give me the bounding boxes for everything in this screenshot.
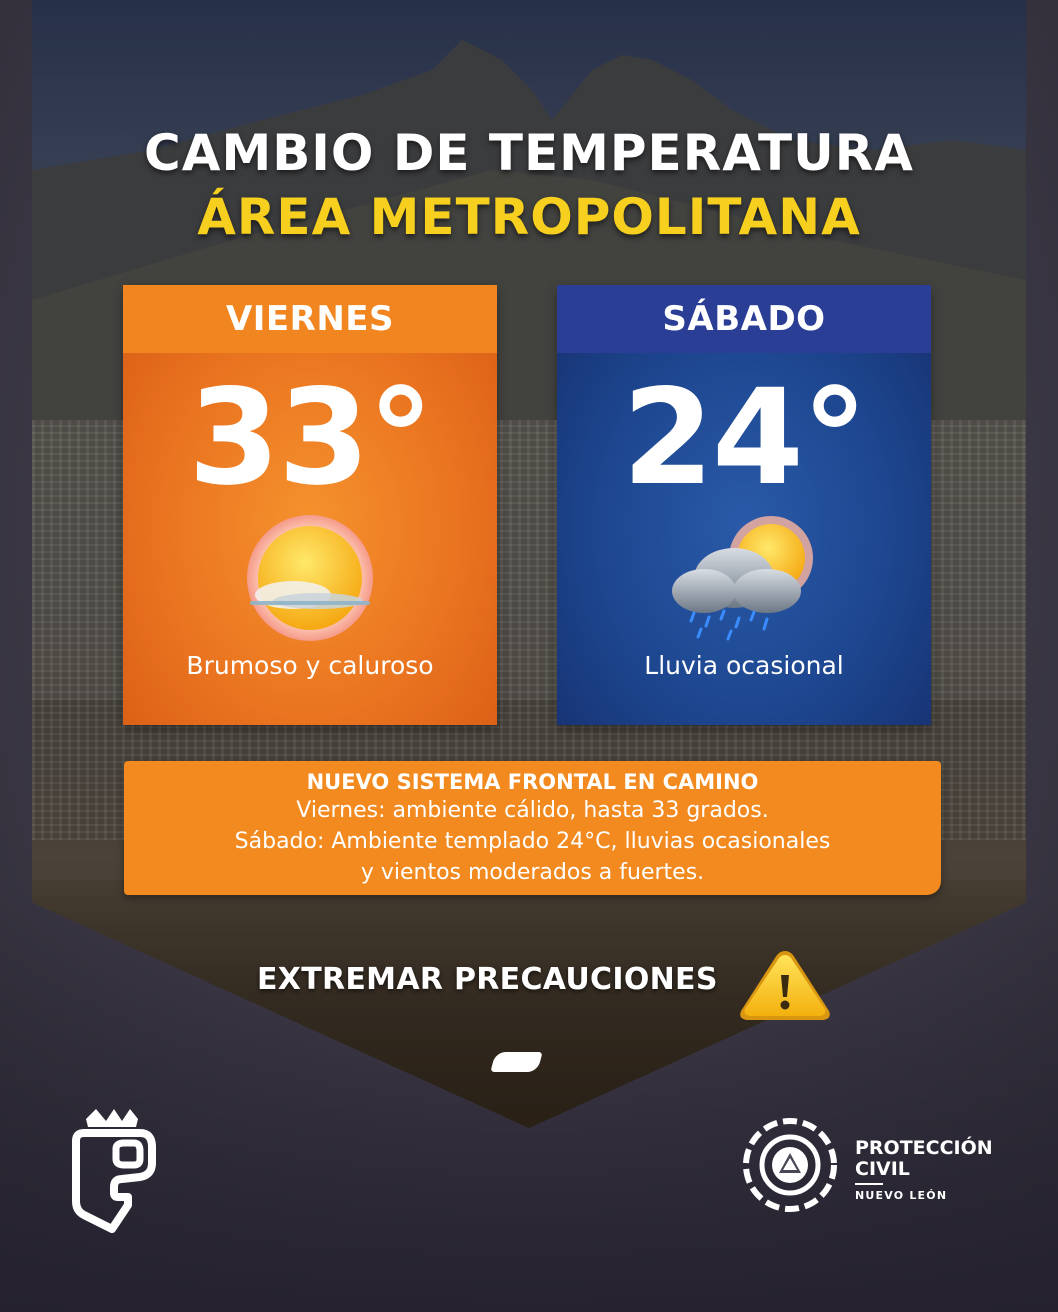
notice-line-3: y vientos moderados a fuertes. <box>360 860 705 885</box>
card-temperature: 24° <box>622 361 868 515</box>
card-temperature: 33° <box>188 361 434 515</box>
title-line-1: CAMBIO DE TEMPERATURA <box>144 124 914 182</box>
proteccion-civil-seal-logo <box>743 1118 837 1212</box>
forecast-card-saturday: SÁBADO 24° Lluvia ocasion <box>557 285 931 725</box>
precaution-text: EXTREMAR PRECAUCIONES <box>257 962 718 997</box>
org-name-line-2: CIVIL <box>855 1158 910 1180</box>
org-name-line-1: PROTECCIÓN <box>855 1137 993 1159</box>
notice-line-1: Viernes: ambiente cálido, hasta 33 grado… <box>296 798 769 823</box>
card-day-label: VIERNES <box>123 285 497 353</box>
crown-shield-logo <box>72 1109 156 1233</box>
warning-icon <box>740 951 830 1020</box>
card-day-label: SÁBADO <box>557 285 931 353</box>
rain-cloud-sun-icon <box>672 516 813 641</box>
sun-haze-icon <box>247 515 373 641</box>
notice-title: NUEVO SISTEMA FRONTAL EN CAMINO <box>306 770 759 794</box>
card-description: Brumoso y caluroso <box>186 651 434 680</box>
org-divider <box>855 1183 883 1185</box>
card-description: Lluvia ocasional <box>644 651 844 680</box>
notice-box: NUEVO SISTEMA FRONTAL EN CAMINO Viernes:… <box>124 761 941 895</box>
title-line-2: ÁREA METROPOLITANA <box>197 188 861 246</box>
forecast-card-friday: VIERNES 33° Brumoso y caluroso <box>123 285 497 725</box>
org-name: PROTECCIÓN CIVIL <box>855 1138 993 1180</box>
notice-line-2: Sábado: Ambiente templado 24°C, lluvias … <box>234 829 831 854</box>
org-subtitle: NUEVO LEÓN <box>855 1189 948 1202</box>
accent-dash <box>490 1052 543 1072</box>
